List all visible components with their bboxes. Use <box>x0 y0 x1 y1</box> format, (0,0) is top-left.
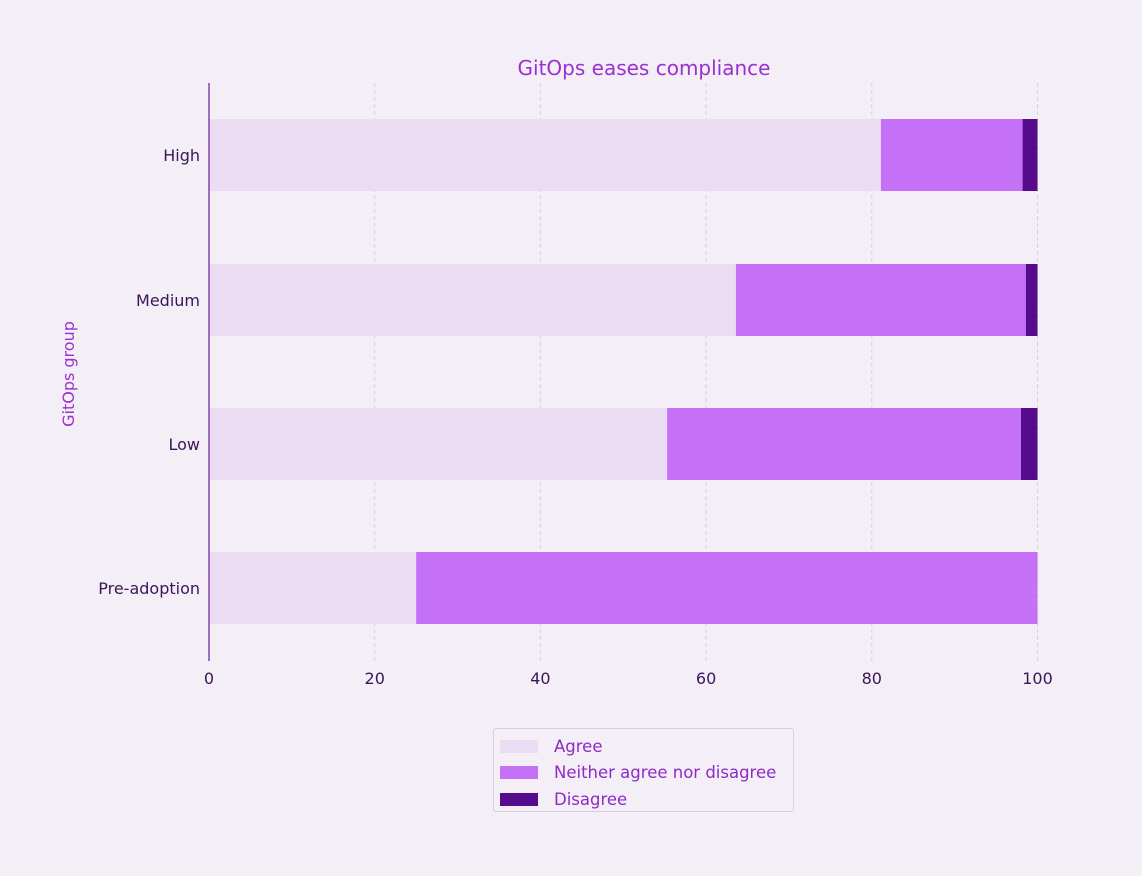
legend: Agree Neither agree nor disagree Disagree <box>493 728 794 812</box>
legend-item: Disagree <box>494 786 793 813</box>
bar-agree-medium <box>209 264 736 336</box>
bar-agree-high <box>209 119 881 191</box>
x-tick-label: 100 <box>1022 669 1053 688</box>
bar-neither-agree-nor-disagree-low <box>667 408 1021 480</box>
x-tick-label: 20 <box>365 669 385 688</box>
bar-disagree-medium <box>1025 264 1038 336</box>
y-tick-label: Pre-adoption <box>98 579 200 598</box>
bar-agree-pre-adoption <box>209 552 417 624</box>
y-tick-label: Medium <box>136 291 200 310</box>
y-tick-label: Low <box>168 435 200 454</box>
y-axis-label: GitOps group <box>59 321 78 427</box>
chart-title: GitOps eases compliance <box>518 56 771 80</box>
legend-item: Neither agree nor disagree <box>494 760 793 787</box>
bar-neither-agree-nor-disagree-pre-adoption <box>416 552 1038 624</box>
bar-disagree-high <box>1022 119 1038 191</box>
x-tick-label: 60 <box>696 669 716 688</box>
bar-neither-agree-nor-disagree-medium <box>735 264 1026 336</box>
x-tick-label: 40 <box>530 669 550 688</box>
legend-swatch <box>500 792 538 806</box>
legend-label: Agree <box>554 736 603 756</box>
x-tick-label: 80 <box>862 669 882 688</box>
legend-swatch <box>500 766 538 780</box>
x-tick-label: 0 <box>204 669 214 688</box>
y-tick-label: High <box>163 146 200 165</box>
legend-swatch <box>500 739 538 753</box>
legend-label: Neither agree nor disagree <box>554 763 777 783</box>
legend-label: Disagree <box>554 789 628 809</box>
bar-neither-agree-nor-disagree-high <box>880 119 1023 191</box>
legend-item: Agree <box>494 733 793 760</box>
bar-agree-low <box>209 408 668 480</box>
bar-disagree-low <box>1020 408 1038 480</box>
